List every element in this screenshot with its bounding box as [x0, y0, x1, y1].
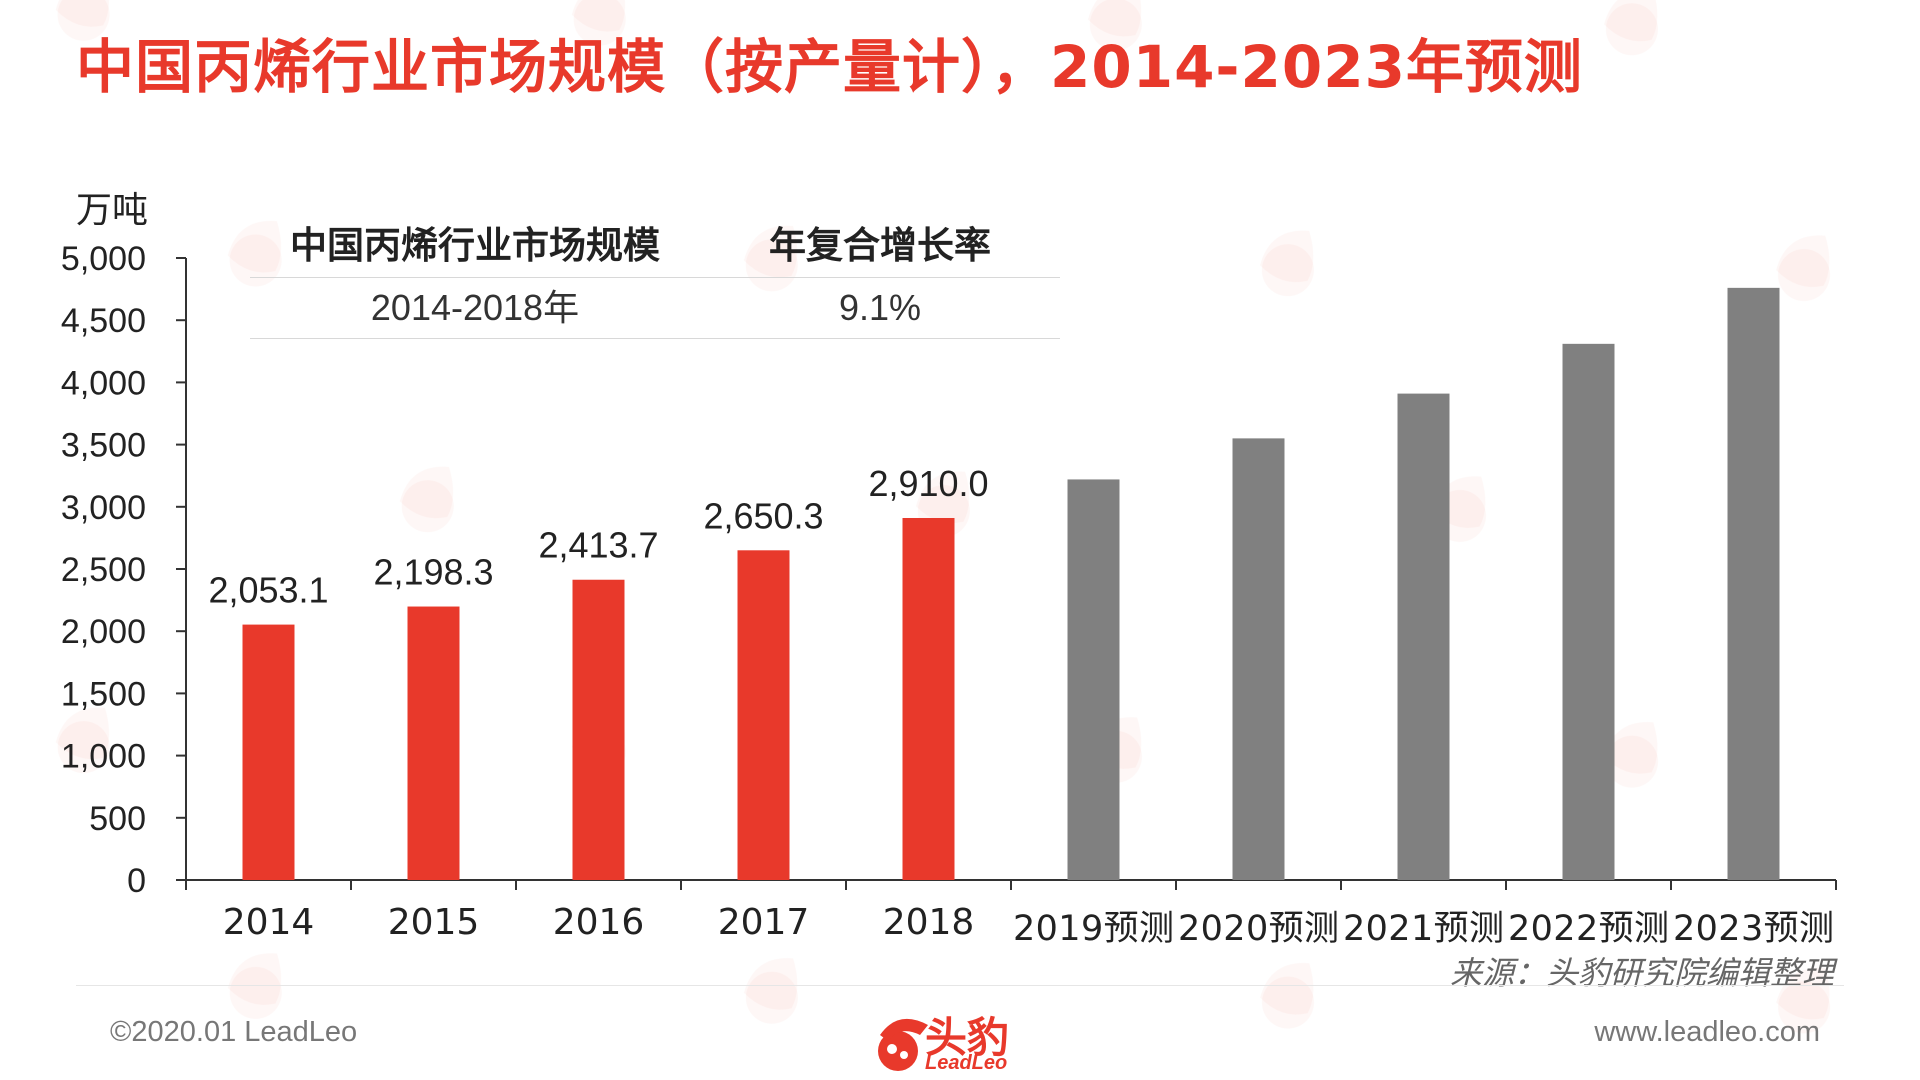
y-tick-label: 2,000 — [61, 613, 146, 651]
y-tick-label: 0 — [127, 862, 146, 900]
bar-2014 — [242, 624, 295, 880]
table-header-cagr: 年复合增长率 — [769, 224, 991, 267]
x-tick-label: 2020预测 — [1178, 909, 1339, 949]
y-tick-label: 1,000 — [61, 738, 146, 776]
table-header-market-size: 中国丙烯行业市场规模 — [290, 224, 660, 267]
table-cell-cagr-value: 9.1% — [838, 287, 922, 328]
y-tick-label: 2,500 — [61, 551, 146, 589]
logo-text: 头豹 — [925, 1013, 1010, 1062]
bars: 2,053.1 2,198.3 2,413.7 2,650.3 2,910.0 — [208, 287, 1780, 881]
table-row: 2014-2018年 9.1% — [250, 278, 1060, 339]
x-tick-label: 2021预测 — [1343, 909, 1504, 949]
bar-2019预测 — [1067, 479, 1120, 880]
table-cell-period: 2014-2018年 — [370, 287, 580, 328]
y-axis: 0 500 1,000 1,500 2,000 2,500 3,000 3,500 4,000 4… — [61, 240, 187, 900]
bar-2017 — [737, 550, 790, 880]
x-tick-label: 2023预测 — [1673, 909, 1834, 949]
bar-2015 — [407, 606, 460, 880]
x-axis: 2014 2015 2016 2017 2018 2019预测 2020预测 2021预测 20… — [185, 879, 1837, 949]
x-tick-label: 2014 — [223, 902, 315, 943]
data-label: 2,910.0 — [868, 463, 988, 504]
cagr-table: 中国丙烯行业市场规模 年复合增长率 2014-2018年 9.1% — [250, 215, 1060, 339]
x-tick-label: 2017 — [718, 902, 810, 943]
logo-subtext: LeadLeo — [925, 1052, 1008, 1074]
y-tick-label: 4,000 — [61, 364, 146, 402]
bar-2018 — [902, 517, 955, 880]
y-tick-label: 4,500 — [61, 302, 146, 340]
x-tick-label: 2018 — [883, 902, 975, 943]
y-tick-label: 3,500 — [61, 427, 146, 465]
x-tick-label: 2019预测 — [1013, 909, 1174, 949]
x-tick-label: 2022预测 — [1508, 909, 1669, 949]
data-label: 2,413.7 — [538, 525, 658, 566]
y-tick-label: 500 — [89, 800, 146, 838]
page-title: 中国丙烯行业市场规模（按产量计），2014-2023年预测 — [76, 33, 1583, 101]
data-label: 2,198.3 — [373, 552, 493, 593]
y-axis-label: 万吨 — [76, 190, 148, 231]
bar-2016 — [572, 579, 625, 880]
y-tick-label: 3,000 — [61, 489, 146, 527]
bar-2021预测 — [1397, 393, 1450, 880]
x-tick-label: 2016 — [553, 902, 645, 943]
copyright-text: ©2020.01 LeadLeo — [110, 1016, 358, 1048]
table-header-row: 中国丙烯行业市场规模 年复合增长率 — [250, 215, 1060, 278]
data-label: 2,053.1 — [208, 570, 328, 611]
source-note: 来源：头豹研究院编辑整理 — [1449, 954, 1834, 992]
bar-2020预测 — [1232, 438, 1285, 880]
bar-2022预测 — [1562, 343, 1615, 880]
bar-2023预测 — [1727, 287, 1780, 881]
x-tick-label: 2015 — [388, 902, 480, 943]
y-tick-label: 1,500 — [61, 675, 146, 713]
website-link[interactable]: www.leadleo.com — [1594, 1016, 1820, 1048]
data-label: 2,650.3 — [703, 495, 823, 536]
y-tick-label: 5,000 — [61, 240, 146, 278]
leopard-logo-icon — [878, 1018, 928, 1071]
footer-divider — [76, 985, 1844, 986]
